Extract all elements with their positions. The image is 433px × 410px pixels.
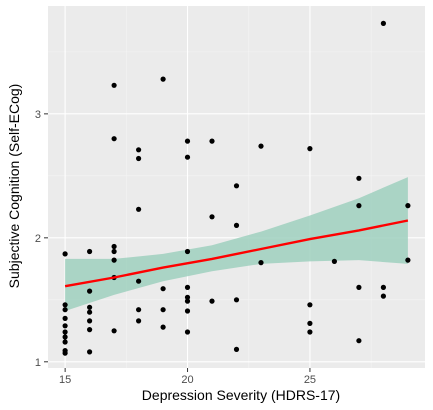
data-points (62, 20, 411, 356)
data-point (160, 76, 166, 82)
confidence-band (65, 177, 408, 311)
data-point (307, 302, 313, 308)
data-point (87, 288, 93, 294)
y-axis-title: Subjective Cognition (Self-ECog) (6, 84, 22, 289)
data-point (233, 346, 240, 352)
data-point (209, 298, 215, 304)
data-point (160, 307, 166, 313)
data-point (380, 20, 386, 26)
x-tick-label: 20 (181, 374, 193, 386)
data-point (184, 248, 191, 255)
data-point (209, 214, 215, 220)
data-point (87, 309, 93, 315)
data-point (356, 338, 362, 344)
data-point (136, 155, 142, 162)
data-point (331, 258, 337, 264)
data-point (405, 257, 411, 263)
data-point (258, 143, 264, 149)
data-point (87, 248, 93, 255)
regression-line (64, 219, 409, 288)
data-point (380, 284, 386, 290)
data-point (184, 298, 191, 304)
data-point (111, 136, 117, 142)
data-point (87, 318, 93, 324)
data-point (62, 307, 68, 313)
data-point (62, 350, 68, 356)
data-point (62, 302, 68, 308)
data-point (87, 349, 93, 355)
data-point (233, 183, 240, 189)
data-point (258, 260, 264, 266)
y-axis-ticks: 1 2 3 (35, 109, 48, 369)
data-point (356, 175, 362, 181)
data-point (62, 334, 68, 340)
data-point (184, 308, 191, 314)
data-point (87, 327, 93, 333)
data-point (209, 138, 215, 144)
data-point (160, 286, 166, 292)
data-point (356, 284, 362, 290)
data-point (136, 147, 142, 153)
data-point (111, 248, 117, 255)
data-point (184, 329, 191, 335)
data-point (307, 329, 313, 335)
data-point (307, 320, 313, 326)
y-tick-label: 2 (35, 233, 41, 245)
data-point (233, 297, 240, 303)
data-point (184, 284, 191, 290)
x-axis-ticks: 15 20 25 (59, 368, 316, 386)
x-tick-label: 15 (59, 374, 71, 386)
data-point (184, 138, 191, 144)
data-point (62, 323, 68, 329)
y-tick-label: 3 (35, 109, 41, 121)
data-point (62, 251, 68, 257)
data-point (111, 82, 117, 88)
data-point (160, 324, 166, 330)
data-point (111, 257, 117, 263)
data-point (356, 203, 362, 209)
x-tick-label: 25 (304, 374, 316, 386)
data-point (136, 278, 142, 284)
data-point (111, 328, 117, 334)
data-point (62, 315, 68, 321)
data-point (136, 318, 142, 324)
data-point (136, 206, 142, 212)
data-point (233, 222, 240, 228)
data-point (380, 293, 386, 299)
data-point (184, 294, 191, 300)
data-point (62, 329, 68, 335)
data-point (87, 304, 93, 310)
data-point (62, 339, 68, 345)
x-axis-title: Depression Severity (HDRS-17) (142, 387, 340, 403)
data-point (111, 243, 117, 250)
data-point (405, 203, 411, 209)
y-tick-label: 1 (35, 357, 41, 369)
data-point (184, 154, 191, 160)
data-point (307, 146, 313, 152)
data-point (136, 307, 142, 313)
